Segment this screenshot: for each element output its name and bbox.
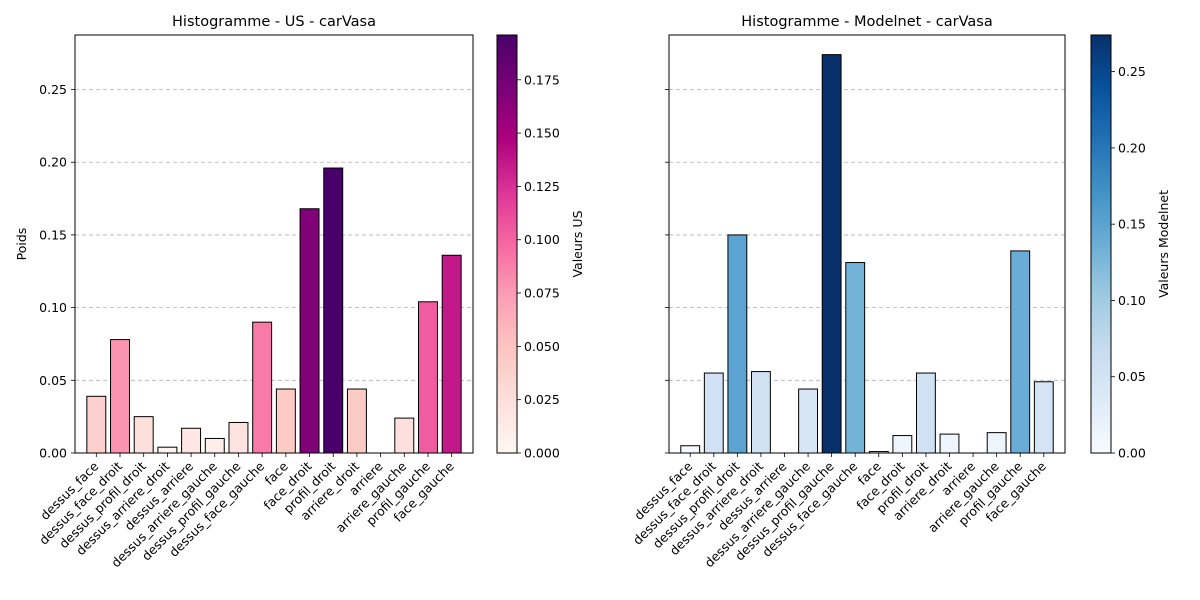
- bar-dessus_face: [680, 445, 701, 454]
- colorbar-tick-label: 0.125: [524, 179, 560, 194]
- y-axis-label: Poids: [14, 228, 29, 261]
- bar-arriere_droit: [346, 388, 367, 454]
- bar-profil_droit: [916, 372, 936, 454]
- chart-title: Histogramme - US - carVasa: [172, 14, 376, 30]
- bar-face: [275, 388, 296, 454]
- y-tick-label: 0.10: [39, 300, 67, 315]
- bar-dessus_face_droit: [110, 339, 130, 454]
- bar-dessus_face_gauche: [845, 262, 866, 454]
- colorbar-tick-label: 0.050: [524, 339, 560, 354]
- chart-title: Histogramme - Modelnet - carVasa: [741, 14, 992, 30]
- colorbar-tick-label: 0.025: [524, 392, 560, 407]
- colorbar-tick-label: 0.100: [524, 232, 560, 247]
- bar-dessus_face: [86, 395, 107, 454]
- colorbar-tick-label: 0.20: [1118, 140, 1146, 155]
- bar-face_droit: [299, 208, 320, 454]
- axes-frame: [74, 34, 474, 454]
- colorbar-tick-label: 0.00: [1118, 446, 1146, 461]
- bar-arriere_gauche: [986, 432, 1007, 454]
- colorbar-tick-label: 0.15: [1118, 217, 1146, 232]
- bar-profil_gauche: [418, 301, 438, 454]
- subplot-2: dessus_facedessus_face_droitdessus_profi…: [630, 14, 1171, 570]
- y-tick-label: 0.20: [39, 155, 67, 170]
- bar-face_gauche: [1033, 381, 1054, 454]
- colorbar-label: Valeurs Modelnet: [1156, 190, 1171, 298]
- bar-face_droit: [892, 435, 913, 454]
- bar-dessus_arriere_droit: [157, 446, 178, 454]
- bar-dessus_arriere_gauche: [798, 388, 819, 454]
- colorbar: [496, 34, 518, 454]
- y-tick-label: 0.00: [39, 446, 67, 461]
- bar-dessus_profil_gauche: [821, 54, 842, 454]
- axes-frame: [668, 34, 1066, 454]
- colorbar-tick-label: 0.075: [524, 286, 560, 301]
- colorbar-tick-label: 0.000: [524, 446, 560, 461]
- bar-face_gauche: [441, 254, 462, 454]
- bar-dessus_profil_gauche: [228, 421, 249, 454]
- bar-dessus_arriere_droit: [751, 371, 771, 454]
- colorbar-label: Valeurs US: [570, 210, 585, 277]
- y-tick-label: 0.25: [39, 82, 67, 97]
- colorbar: [1090, 34, 1112, 454]
- y-tick-label: 0.05: [39, 373, 67, 388]
- colorbar-tick-label: 0.10: [1118, 293, 1146, 308]
- bar-dessus_face_droit: [703, 372, 724, 454]
- y-tick-label: 0.15: [39, 227, 67, 242]
- bar-profil_gauche: [1010, 250, 1031, 454]
- colorbar-tick-label: 0.25: [1118, 64, 1146, 79]
- bar-dessus_profil_droit: [133, 416, 154, 454]
- bar-arriere_droit: [939, 433, 960, 454]
- colorbar-tick-label: 0.05: [1118, 369, 1146, 384]
- bar-arriere_gauche: [394, 417, 415, 454]
- bar-dessus_face_gauche: [252, 321, 273, 454]
- colorbar-tick-label: 0.150: [524, 126, 560, 141]
- bar-profil_droit: [323, 167, 344, 454]
- bar-dessus_arriere_gauche: [204, 437, 225, 454]
- bar-dessus_profil_droit: [727, 234, 748, 454]
- colorbar-tick-label: 0.175: [524, 72, 560, 87]
- bar-dessus_arriere: [181, 427, 202, 454]
- subplot-1: 0.000.050.100.150.200.25dessus_facedessu…: [14, 14, 585, 570]
